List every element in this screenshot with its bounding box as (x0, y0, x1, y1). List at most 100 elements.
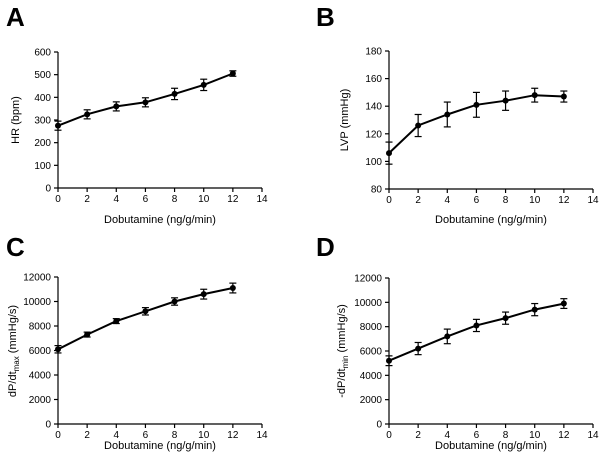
chart-b-y-tick-label: 80 (371, 185, 383, 196)
chart-d-y-tick-label: 2000 (360, 395, 383, 406)
chart-c-x-tick-label: 10 (198, 430, 210, 441)
chart-c-xlabel: Dobutamine (ng/g/min) (104, 440, 216, 452)
chart-c-plot: 0 2 4 6 8 10 12 14 0 2000 4000 6000 8000 10000 12000 (23, 273, 268, 442)
chart-b-y-tick-label: 100 (365, 157, 382, 168)
chart-a-x-tick-label: 6 (143, 194, 149, 205)
chart-a-data-point (200, 81, 207, 88)
chart-b-data-point (531, 92, 538, 99)
panel-a: A 0 2 4 6 8 10 12 14 0 100 200 300 400 500 600 Dobutam… (6, 2, 268, 226)
chart-a-x-tick-label: 14 (256, 194, 268, 205)
chart-a-x-tick-label: 12 (227, 194, 239, 205)
chart-d-y-tick-label: 12000 (354, 274, 382, 285)
chart-b-x-tick-label: 12 (558, 195, 570, 206)
chart-c-ylabel: dP/dtmax (mmHg/s) (7, 305, 21, 397)
panel-letter-a: A (6, 2, 25, 32)
panel-letter-c: C (6, 232, 25, 262)
chart-a-data-point (171, 90, 178, 97)
chart-c-data-point (113, 318, 120, 325)
chart-a-xlabel: Dobutamine (ng/g/min) (104, 214, 216, 226)
chart-a-y-tick-label: 500 (34, 70, 51, 81)
chart-d-data-point (444, 333, 451, 340)
chart-a-plot: 0 2 4 6 8 10 12 14 0 100 200 300 400 500 600 (34, 48, 268, 206)
chart-c-y-tick-label: 12000 (23, 273, 51, 284)
panel-letter-d: D (316, 232, 335, 262)
chart-c-data-point (171, 298, 178, 305)
chart-d-data-point (531, 306, 538, 313)
chart-a-data-point (142, 99, 149, 106)
chart-b-y-tick-label: 160 (365, 74, 382, 85)
chart-a-x-tick-label: 0 (55, 194, 61, 205)
chart-b-data-point (386, 150, 392, 157)
panel-b: B 0 2 4 6 8 10 12 14 80 100 120 140 160 180 Dobutamin… (316, 2, 599, 226)
chart-c-data-point (84, 331, 91, 338)
chart-d-x-tick-label: 12 (558, 430, 570, 441)
chart-b-y-tick-label: 120 (365, 129, 382, 140)
chart-d-xlabel: Dobutamine (ng/g/min) (435, 440, 547, 452)
chart-d-plot: 0 2 4 6 8 10 12 14 0 2000 4000 6000 8000 10000 12000 (354, 274, 599, 442)
chart-b-plot: 0 2 4 6 8 10 12 14 80 100 120 140 160 180 (365, 47, 599, 207)
chart-c-x-tick-label: 14 (256, 430, 268, 441)
chart-c-data-point (142, 308, 149, 315)
chart-b-x-tick-label: 0 (386, 195, 392, 206)
chart-b-ylabel: LVP (mmHg) (339, 89, 351, 152)
chart-a-y-tick-label: 0 (45, 184, 51, 195)
chart-b-x-tick-label: 6 (474, 195, 480, 206)
chart-c-x-tick-label: 12 (227, 430, 239, 441)
chart-d-data-point (560, 300, 567, 307)
chart-b-x-tick-label: 14 (587, 195, 599, 206)
chart-d-x-tick-label: 4 (445, 430, 451, 441)
chart-a-x-tick-label: 2 (84, 194, 90, 205)
chart-b-data-point (473, 101, 480, 108)
chart-b-x-tick-label: 2 (415, 195, 421, 206)
chart-c-y-tick-label: 2000 (29, 395, 52, 406)
chart-d-data-point (502, 315, 509, 322)
chart-a-y-tick-label: 600 (34, 48, 51, 59)
chart-a-data-point (55, 122, 61, 129)
chart-b-x-tick-label: 4 (445, 195, 451, 206)
chart-d-y-tick-label: 0 (376, 420, 382, 431)
chart-a-data-point (113, 103, 120, 110)
chart-c-ylabel-tail: (mmHg/s) (7, 305, 19, 356)
chart-c-ylabel-main: dP/dt (7, 371, 19, 397)
panel-c: C 0 2 4 6 8 10 12 14 0 2000 4000 6000 8000 10000 12000… (6, 232, 268, 452)
chart-d-y-tick-label: 4000 (360, 371, 383, 382)
chart-a-x-tick-label: 10 (198, 194, 210, 205)
chart-d-x-tick-label: 0 (386, 430, 392, 441)
chart-c-x-tick-label: 0 (55, 430, 61, 441)
chart-b-y-tick-label: 180 (365, 47, 382, 58)
chart-c-y-tick-label: 0 (45, 420, 51, 431)
chart-c-x-tick-label: 2 (84, 430, 90, 441)
chart-d-x-tick-label: 8 (503, 430, 509, 441)
chart-c-y-tick-label: 6000 (29, 346, 52, 357)
panel-d: D 0 2 4 6 8 10 12 14 0 2000 4000 6000 8000 10000 12000… (316, 232, 599, 452)
chart-b-data-point (415, 122, 422, 129)
chart-d-data-point (386, 357, 392, 364)
chart-c-data-point (55, 346, 61, 353)
chart-c-x-tick-label: 4 (114, 430, 120, 441)
panel-letter-b: B (316, 2, 335, 32)
chart-d-x-tick-label: 10 (529, 430, 541, 441)
chart-c-ylabel-sub: max (12, 356, 21, 371)
chart-c-series-line (57, 287, 234, 351)
chart-d-ylabel-main: -dP/dt (336, 368, 348, 397)
chart-c-y-tick-label: 4000 (29, 371, 52, 382)
chart-c-x-tick-label: 8 (172, 430, 178, 441)
chart-b-xlabel: Dobutamine (ng/g/min) (435, 214, 547, 226)
chart-d-y-tick-label: 8000 (360, 322, 383, 333)
chart-c-y-tick-label: 8000 (29, 322, 52, 333)
chart-b-x-tick-label: 10 (529, 195, 541, 206)
chart-b-data-point (444, 111, 451, 118)
chart-d-ylabel: -dP/dtmin (mmHg/s) (336, 304, 350, 398)
chart-a-y-tick-label: 400 (34, 93, 51, 104)
chart-a-data-point (229, 70, 236, 77)
chart-d-series-line (388, 302, 565, 362)
chart-b-y-tick-label: 140 (365, 102, 382, 113)
chart-a-y-tick-label: 200 (34, 138, 51, 149)
chart-c-data-point (200, 291, 207, 298)
chart-d-ylabel-sub: min (341, 356, 350, 369)
chart-d-data-point (415, 345, 422, 352)
chart-b-data-point (502, 97, 509, 104)
chart-c-y-tick-label: 10000 (23, 297, 51, 308)
chart-d-x-tick-label: 14 (587, 430, 599, 441)
